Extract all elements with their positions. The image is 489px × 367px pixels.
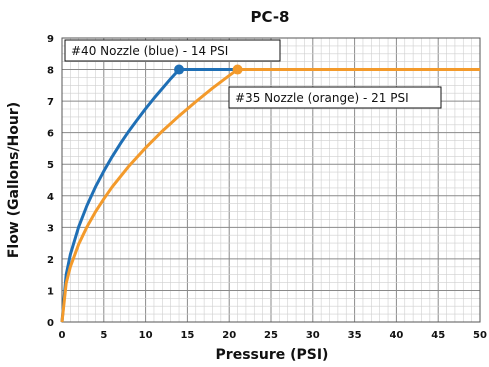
y-tick-label: 7 <box>47 97 54 108</box>
x-tick-label: 35 <box>348 330 362 341</box>
y-tick-label: 3 <box>47 223 54 234</box>
chart-grid <box>61 37 481 323</box>
annotation-orange-text: #35 Nozzle (orange) - 21 PSI <box>235 91 409 105</box>
series-orange-marker <box>232 64 243 75</box>
y-axis-label: Flow (Gallons/Hour) <box>6 102 22 258</box>
annotation-blue-box <box>64 39 281 62</box>
x-tick-label: 15 <box>180 330 194 341</box>
chart-title: PC-8 <box>250 8 289 26</box>
annotation-orange-box <box>228 86 442 109</box>
plot-border <box>61 37 481 323</box>
y-tick-label: 8 <box>47 66 54 77</box>
x-tick-label: 5 <box>100 330 107 341</box>
x-tick-label: 45 <box>431 330 445 341</box>
series-blue-line <box>60 68 480 323</box>
x-tick-label: 0 <box>59 330 66 341</box>
y-tick-label: 5 <box>47 160 54 171</box>
x-tick-label: 30 <box>306 330 320 341</box>
annotation-blue: #40 Nozzle (blue) - 14 PSI <box>64 39 281 62</box>
x-axis-label: Pressure (PSI) <box>216 347 329 363</box>
x-tick-label: 40 <box>389 330 403 341</box>
y-tick-label: 1 <box>47 286 54 297</box>
x-tick-label: 20 <box>222 330 236 341</box>
y-tick-label: 4 <box>47 192 54 203</box>
annotation-blue-text: #40 Nozzle (blue) - 14 PSI <box>71 44 228 58</box>
series-lines <box>60 64 480 323</box>
series-blue-marker <box>174 64 185 75</box>
x-tick-label: 50 <box>473 330 487 341</box>
annotation-orange: #35 Nozzle (orange) - 21 PSI <box>228 86 442 109</box>
series-orange-line <box>60 68 480 323</box>
y-tick-label: 2 <box>47 255 54 266</box>
x-tick-label: 10 <box>139 330 153 341</box>
y-tick-label: 9 <box>47 34 54 45</box>
y-tick-label: 0 <box>47 318 54 329</box>
x-tick-label: 25 <box>264 330 278 341</box>
y-tick-label: 6 <box>47 129 54 140</box>
